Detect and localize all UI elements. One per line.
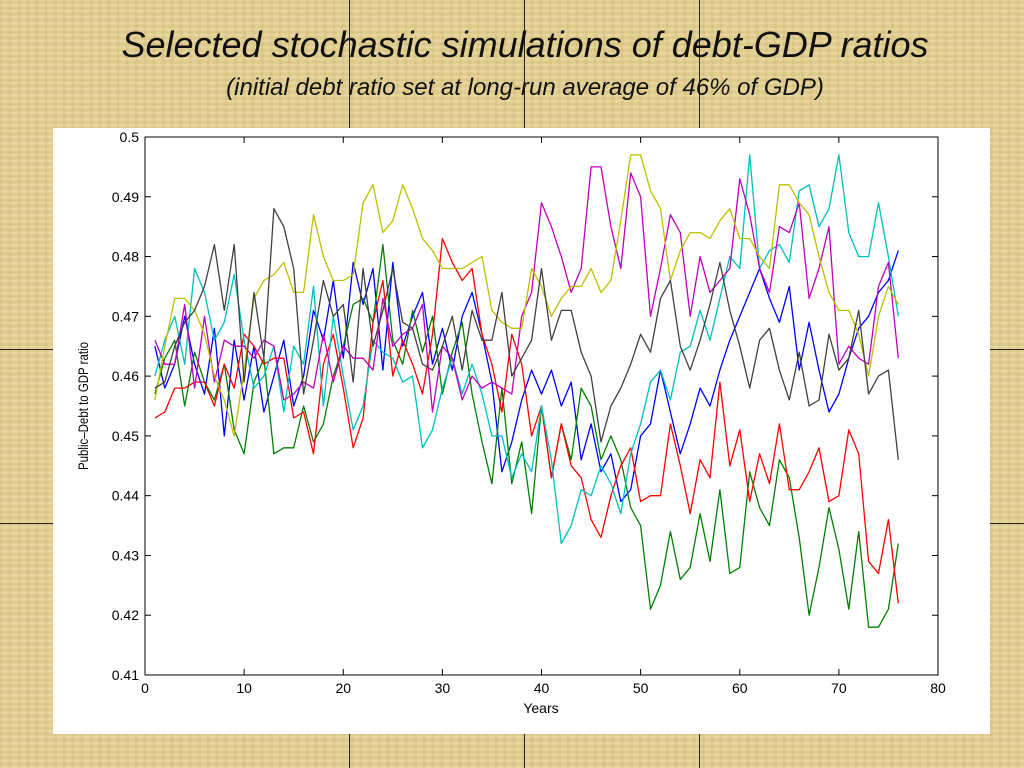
y-tick-label: 0.43 — [112, 547, 139, 563]
x-tick-label: 60 — [732, 680, 748, 696]
x-tick-label: 20 — [335, 680, 351, 696]
x-tick-label: 40 — [534, 680, 550, 696]
x-tick-label: 10 — [236, 680, 252, 696]
series-line-4 — [154, 154, 899, 545]
series-layer — [154, 154, 899, 628]
axis-layer: 0 10 20 30 40 50 60 70 80 0.41 0.42 0.43 0.44 0.45 0.4… — [112, 129, 946, 696]
x-tick-label: 0 — [141, 680, 149, 696]
y-tick-label: 0.44 — [112, 488, 139, 504]
x-tick-label: 70 — [831, 680, 847, 696]
chart-panel: 0 10 20 30 40 50 60 70 80 0.41 0.42 0.43 0.44 0.45 0.4… — [53, 128, 990, 734]
y-tick-label: 0.41 — [112, 667, 139, 683]
y-tick-label: 0.45 — [112, 428, 139, 444]
x-tick-label: 50 — [633, 680, 649, 696]
y-tick-label: 0.5 — [120, 129, 140, 145]
x-axis-label: Years — [523, 700, 558, 716]
slide-subtitle: (initial debt ratio set at long-run aver… — [226, 74, 824, 101]
x-tick-label: 80 — [930, 680, 946, 696]
y-axis-label: Public–Debt to GDP ratio — [75, 342, 91, 470]
x-tick-label: 30 — [435, 680, 451, 696]
series-line-2 — [154, 243, 899, 628]
slide-title: Selected stochastic simulations of debt-… — [121, 24, 929, 65]
line-chart: 0 10 20 30 40 50 60 70 80 0.41 0.42 0.43 0.44 0.45 0.4… — [75, 129, 946, 716]
y-tick-label: 0.46 — [112, 368, 139, 384]
series-line-3 — [154, 237, 899, 604]
y-tick-label: 0.42 — [112, 607, 139, 623]
y-tick-label: 0.49 — [112, 189, 139, 205]
series-line-7 — [154, 208, 899, 460]
series-line-6 — [154, 154, 899, 437]
series-line-5 — [154, 166, 899, 413]
y-tick-label: 0.48 — [112, 249, 139, 265]
y-tick-label: 0.47 — [112, 308, 139, 324]
